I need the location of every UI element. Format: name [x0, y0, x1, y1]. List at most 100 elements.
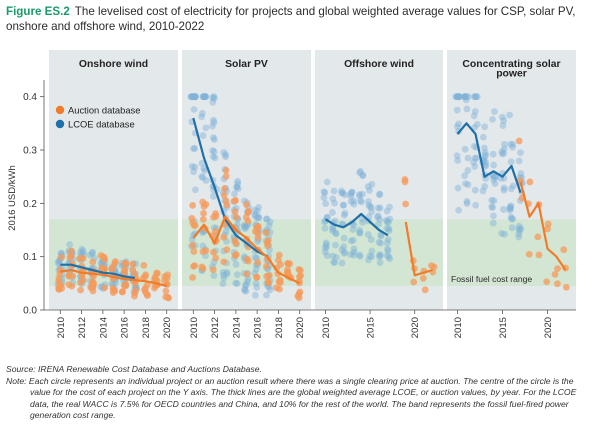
fossil-band-label: Fossil fuel cost range: [451, 274, 532, 284]
lcoe-project-point: [489, 172, 497, 180]
lcoe-project-point: [455, 206, 463, 214]
lcoe-project-point: [233, 183, 241, 191]
lcoe-project-point: [188, 163, 196, 170]
lcoe-project-point: [356, 229, 364, 237]
lcoe-project-point: [202, 93, 210, 101]
auction-result-point: [263, 239, 271, 246]
auction-result-point: [543, 278, 551, 286]
lcoe-project-point: [329, 225, 337, 233]
auction-result-point: [199, 216, 207, 223]
lcoe-project-point: [453, 93, 461, 101]
lcoe-project-point: [347, 251, 354, 258]
lcoe-project-point: [366, 252, 374, 260]
lcoe-project-point: [263, 215, 271, 223]
lcoe-project-point: [452, 93, 460, 101]
lcoe-project-point: [453, 93, 461, 101]
x-tick-label: 2015: [366, 317, 377, 338]
lcoe-project-point: [463, 105, 471, 113]
lcoe-project-point: [220, 272, 227, 279]
lcoe-project-point: [232, 261, 240, 268]
lcoe-project-point: [223, 269, 231, 276]
lcoe-project-point: [340, 243, 348, 251]
auction-result-point: [402, 200, 410, 208]
lcoe-project-point: [383, 251, 391, 259]
lcoe-project-point: [456, 93, 463, 101]
auction-result-point: [525, 250, 533, 258]
x-tick-label: 2010: [189, 317, 200, 338]
lcoe-project-point: [365, 256, 372, 264]
auction-result-point: [410, 278, 418, 286]
lcoe-project-point: [463, 197, 471, 205]
auction-result-point: [190, 248, 198, 255]
lcoe-project-point: [263, 291, 270, 299]
lcoe-project-point: [489, 219, 497, 227]
auction-result-point: [253, 273, 260, 281]
lcoe-project-point: [359, 190, 366, 198]
lcoe-project-point: [456, 93, 463, 101]
auction-result-point: [57, 253, 65, 261]
lcoe-project-point: [210, 148, 218, 155]
auction-result-point: [428, 262, 435, 270]
auction-result-point: [295, 294, 303, 302]
lcoe-project-point: [377, 239, 384, 247]
lcoe-project-point: [506, 203, 514, 211]
lcoe-project-point: [454, 157, 462, 164]
auction-result-point: [212, 254, 220, 262]
lcoe-project-point: [472, 93, 480, 101]
auction-result-point: [131, 292, 138, 300]
lcoe-project-point: [191, 145, 199, 152]
auction-result-point: [162, 293, 170, 301]
lcoe-project-point: [210, 116, 217, 124]
lcoe-project-point: [508, 215, 515, 223]
lcoe-project-point: [340, 248, 348, 256]
lcoe-project-point: [323, 252, 331, 260]
lcoe-project-point: [209, 153, 217, 160]
lcoe-project-point: [332, 230, 340, 238]
lcoe-project-point: [490, 176, 498, 184]
lcoe-project-point: [198, 109, 206, 117]
lcoe-project-point: [490, 197, 498, 205]
lcoe-project-point: [470, 142, 478, 150]
lcoe-project-point: [356, 251, 364, 259]
lcoe-project-point: [210, 93, 218, 101]
lcoe-project-point: [241, 287, 249, 294]
lcoe-project-point: [349, 226, 357, 234]
lcoe-project-point: [252, 279, 260, 287]
lcoe-project-point: [376, 191, 383, 199]
auction-result-point: [551, 270, 559, 278]
x-tick-label: 2012: [77, 317, 88, 338]
lcoe-project-point: [500, 145, 508, 153]
lcoe-project-point: [375, 220, 382, 228]
lcoe-project-point: [209, 147, 217, 154]
lcoe-project-point: [321, 189, 329, 196]
lcoe-project-point: [500, 149, 508, 157]
lcoe-project-point: [350, 251, 358, 259]
lcoe-project-point: [323, 214, 331, 221]
auction-result-point: [67, 247, 75, 255]
lcoe-project-point: [500, 186, 508, 194]
legend-lcoe-marker: [55, 119, 65, 129]
auction-result-point: [132, 286, 140, 294]
lcoe-project-point: [255, 213, 263, 221]
auction-result-point: [262, 229, 270, 236]
lcoe-project-point: [507, 158, 515, 166]
lcoe-project-point: [201, 93, 209, 101]
lcoe-project-point: [199, 132, 207, 139]
auction-result-point: [143, 292, 151, 299]
auction-result-point: [67, 252, 75, 260]
auction-result-point: [419, 274, 427, 282]
auction-result-point: [189, 274, 196, 281]
lcoe-project-point: [479, 133, 487, 141]
lcoe-project-point: [200, 93, 207, 101]
lcoe-project-point: [516, 226, 524, 234]
lcoe-project-point: [330, 258, 338, 266]
lcoe-project-point: [233, 280, 241, 287]
lcoe-project-point: [77, 248, 84, 256]
lcoe-average-line-offshore-wind: [324, 212, 389, 237]
lcoe-average-line-solar-pv: [192, 117, 269, 258]
lcoe-project-point: [377, 251, 384, 259]
lcoe-project-point: [364, 231, 372, 238]
lcoe-project-point: [489, 150, 497, 158]
lcoe-project-point: [251, 254, 259, 261]
lcoe-project-point: [481, 183, 489, 190]
